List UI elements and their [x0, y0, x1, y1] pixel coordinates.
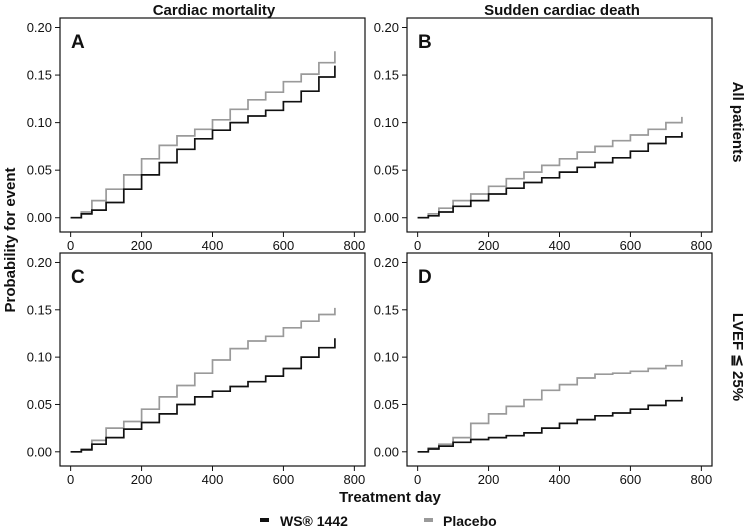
x-tick-label: 800 — [691, 472, 713, 487]
panel-letter: A — [71, 32, 85, 53]
x-tick-label: 0 — [67, 238, 74, 253]
panel-letter: C — [71, 267, 85, 288]
legend-label-placebo: Placebo — [443, 513, 497, 529]
series-line-placebo — [70, 51, 336, 219]
x-tick-label: 400 — [549, 238, 571, 253]
x-tick-label: 800 — [344, 238, 366, 253]
x-tick-label: 200 — [478, 238, 500, 253]
y-tick-label: 0.20 — [374, 20, 399, 35]
y-tick-label: 0.10 — [374, 115, 399, 130]
y-axis-label: Probability for event — [2, 167, 19, 312]
x-axis-label: Treatment day — [339, 489, 441, 506]
legend-swatch-ws1442 — [260, 518, 269, 522]
x-tick-label: 600 — [620, 238, 642, 253]
chart-panels: 0.000.050.100.150.200 200 400 600 800A0.000.… — [27, 17, 713, 487]
column-title-sudden-cardiac-death: Sudden cardiac death — [484, 2, 640, 19]
x-tick-label: 800 — [344, 472, 366, 487]
y-tick-label: 0.15 — [27, 68, 52, 83]
x-tick-label: 600 — [273, 238, 295, 253]
y-tick-label: 0.20 — [27, 20, 52, 35]
y-tick-label: 0.10 — [27, 115, 52, 130]
column-title-cardiac-mortality: Cardiac mortality — [153, 2, 276, 19]
legend: WS® 1442 Placebo — [260, 513, 497, 529]
x-tick-label: 0 — [414, 472, 421, 487]
y-tick-label: 0.00 — [27, 210, 52, 225]
series-line-placebo — [417, 116, 683, 219]
series-line-ws1442 — [70, 338, 336, 453]
x-tick-label: 600 — [273, 472, 295, 487]
y-tick-label: 0.15 — [374, 68, 399, 83]
panel-c: 0.00 0.05 0.10 0.15 0.20 0 200 400 600 800 C — [27, 252, 366, 487]
legend-swatch-placebo — [424, 518, 433, 522]
panel-letter: D — [418, 267, 432, 288]
legend-label-ws1442: WS® 1442 — [280, 513, 348, 529]
series-line-placebo — [417, 360, 683, 453]
y-tick-label: 0.15 — [374, 302, 399, 317]
panel-a: 0.00 0.05 0.10 0.15 0.20 0 200 400 600 800 A — [27, 17, 366, 253]
panel-d: 0.00 0.05 0.10 0.15 0.20 0 200 400 600 800 D — [374, 252, 713, 487]
row-label-lvef: LVEF ≦ 25% — [729, 313, 746, 401]
y-tick-label: 0.10 — [374, 350, 399, 365]
y-tick-label: 0.05 — [27, 397, 52, 412]
panel-frame — [406, 252, 713, 467]
y-tick-label: 0.05 — [27, 163, 52, 178]
x-tick-label: 400 — [549, 472, 571, 487]
series-line-placebo — [70, 307, 336, 453]
y-tick-label: 0.15 — [27, 302, 52, 317]
y-tick-label: 0.00 — [374, 210, 399, 225]
x-tick-label: 800 — [691, 238, 713, 253]
y-tick-label: 0.05 — [374, 397, 399, 412]
x-tick-label: 0 — [414, 238, 421, 253]
x-tick-label: 400 — [202, 238, 224, 253]
panel-letter: B — [418, 32, 432, 53]
y-tick-label: 0.00 — [27, 444, 52, 459]
x-tick-label: 200 — [478, 472, 500, 487]
y-tick-label: 0.20 — [374, 255, 399, 270]
y-tick-label: 0.00 — [374, 444, 399, 459]
series-line-ws1442 — [70, 65, 336, 219]
x-tick-label: 0 — [67, 472, 74, 487]
x-tick-label: 200 — [131, 472, 153, 487]
x-tick-label: 200 — [131, 238, 153, 253]
y-tick-label: 0.10 — [27, 350, 52, 365]
x-tick-label: 600 — [620, 472, 642, 487]
row-label-all-patients: All patients — [729, 82, 746, 163]
y-tick-label: 0.20 — [27, 255, 52, 270]
series-line-ws1442 — [417, 132, 683, 219]
panel-b: 0.00 0.05 0.10 0.15 0.20 0 200 400 600 800 B — [374, 17, 713, 253]
y-tick-label: 0.05 — [374, 163, 399, 178]
x-tick-label: 400 — [202, 472, 224, 487]
series-line-ws1442 — [417, 396, 683, 453]
